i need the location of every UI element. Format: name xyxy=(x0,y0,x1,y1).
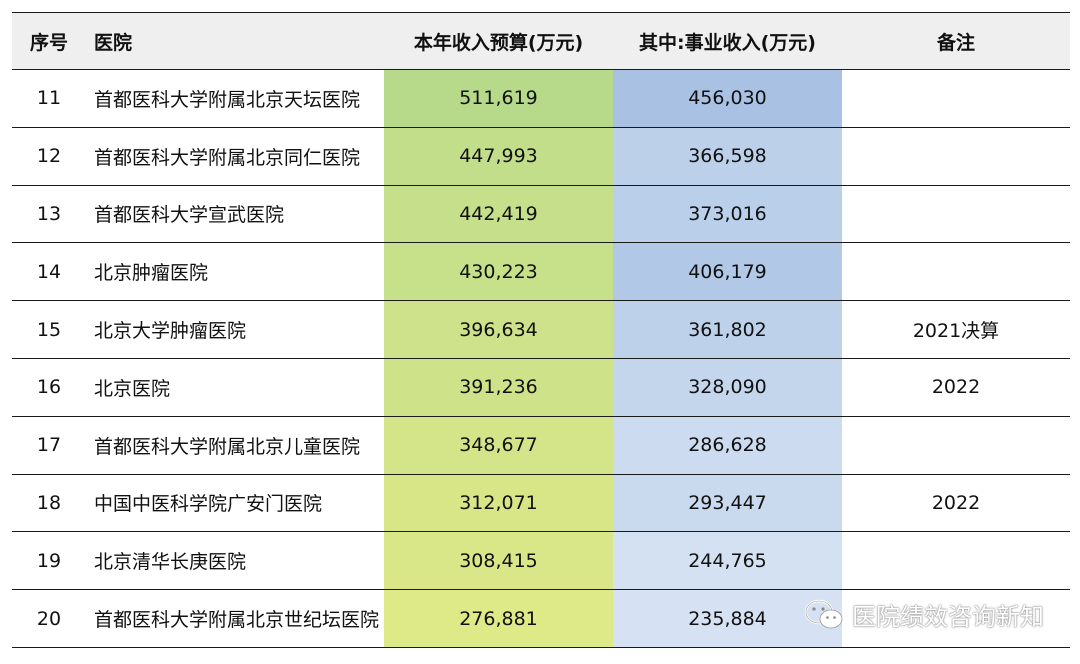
row-hospital: 北京医院 xyxy=(94,377,171,400)
budget-table: 序号 医院 本年收入预算(万元) 其中:事业收入(万元) 备注 11 首都医科大学… xyxy=(12,12,1070,648)
row-hospital: 首都医科大学附属北京世纪坛医院 xyxy=(94,609,380,632)
row-hospital: 北京肿瘤医院 xyxy=(94,262,209,285)
watermark: 医院绩效咨询新知 xyxy=(804,597,1044,632)
wechat-icon xyxy=(804,599,843,628)
row-index: 11 xyxy=(36,87,62,110)
row-budget: 511,619 xyxy=(384,70,613,127)
row-index: 16 xyxy=(36,376,62,399)
row-note: 2022 xyxy=(931,376,981,399)
header-budget: 本年收入预算(万元) xyxy=(413,31,584,54)
header-index: 序号 xyxy=(29,31,68,54)
row-index: 20 xyxy=(36,607,62,630)
row-index: 12 xyxy=(36,145,62,168)
table-row: 16 北京医院 391,236 328,090 2022 xyxy=(12,358,1070,417)
table-row: 20 首都医科大学附属北京世纪坛医院 276,881 235,884 xyxy=(12,590,1070,648)
row-budget: 348,677 xyxy=(384,416,613,474)
row-budget: 430,223 xyxy=(384,243,613,301)
row-budget: 391,236 xyxy=(384,358,613,416)
row-hospital: 首都医科大学宣武医院 xyxy=(94,204,285,227)
row-business-income: 373,016 xyxy=(613,185,842,243)
row-business-income: 456,030 xyxy=(613,70,842,127)
row-index: 19 xyxy=(36,549,62,572)
row-budget: 276,881 xyxy=(384,590,613,647)
table-row: 13 首都医科大学宣武医院 442,419 373,016 xyxy=(12,185,1070,244)
row-business-income: 244,765 xyxy=(613,532,842,590)
row-note xyxy=(842,532,1070,589)
row-hospital: 北京清华长庚医院 xyxy=(94,551,247,574)
row-business-income: 293,447 xyxy=(613,474,842,532)
row-index: 15 xyxy=(36,318,62,341)
row-hospital: 首都医科大学附属北京同仁医院 xyxy=(94,146,361,169)
row-index: 14 xyxy=(36,260,62,283)
row-business-income: 328,090 xyxy=(613,358,842,416)
row-index: 18 xyxy=(36,491,62,514)
row-business-income: 235,884 xyxy=(613,590,842,647)
table-row: 12 首都医科大学附属北京同仁医院 447,993 366,598 xyxy=(12,127,1070,186)
row-business-income: 361,802 xyxy=(613,301,842,358)
row-budget: 396,634 xyxy=(384,301,613,358)
row-index: 17 xyxy=(36,434,62,457)
header-note: 备注 xyxy=(936,31,975,54)
row-note xyxy=(842,128,1070,185)
row-note xyxy=(842,243,1070,300)
table-row: 17 首都医科大学附属北京儿童医院 348,677 286,628 xyxy=(12,416,1070,475)
row-hospital: 首都医科大学附属北京天坛医院 xyxy=(94,88,361,111)
row-note xyxy=(842,70,1070,127)
row-business-income: 366,598 xyxy=(613,127,842,185)
table-row: 18 中国中医科学院广安门医院 312,071 293,447 2022 xyxy=(12,474,1070,533)
row-budget: 442,419 xyxy=(384,185,613,243)
watermark-text: 医院绩效咨询新知 xyxy=(852,603,1044,631)
row-hospital: 首都医科大学附属北京儿童医院 xyxy=(94,435,361,458)
row-index: 13 xyxy=(36,202,62,225)
row-note xyxy=(842,186,1070,243)
table-row: 15 北京大学肿瘤医院 396,634 361,802 2021决算 xyxy=(12,301,1070,359)
row-note xyxy=(842,417,1070,474)
row-business-income: 406,179 xyxy=(613,243,842,301)
row-hospital: 北京大学肿瘤医院 xyxy=(94,320,247,343)
table-row: 14 北京肿瘤医院 430,223 406,179 xyxy=(12,243,1070,302)
row-hospital: 中国中医科学院广安门医院 xyxy=(94,493,323,516)
row-business-income: 286,628 xyxy=(613,416,842,474)
table-row: 11 首都医科大学附属北京天坛医院 511,619 456,030 xyxy=(12,70,1070,128)
header-hospital: 医院 xyxy=(94,31,133,54)
header-business-income: 其中:事业收入(万元) xyxy=(639,31,816,54)
row-note: 2021决算 xyxy=(912,320,1000,343)
table-row: 19 北京清华长庚医院 308,415 244,765 xyxy=(12,532,1070,591)
table-header-row: 序号 医院 本年收入预算(万元) 其中:事业收入(万元) 备注 xyxy=(12,12,1070,70)
row-budget: 447,993 xyxy=(384,127,613,185)
row-budget: 312,071 xyxy=(384,474,613,532)
row-budget: 308,415 xyxy=(384,532,613,590)
row-note: 2022 xyxy=(931,491,981,514)
